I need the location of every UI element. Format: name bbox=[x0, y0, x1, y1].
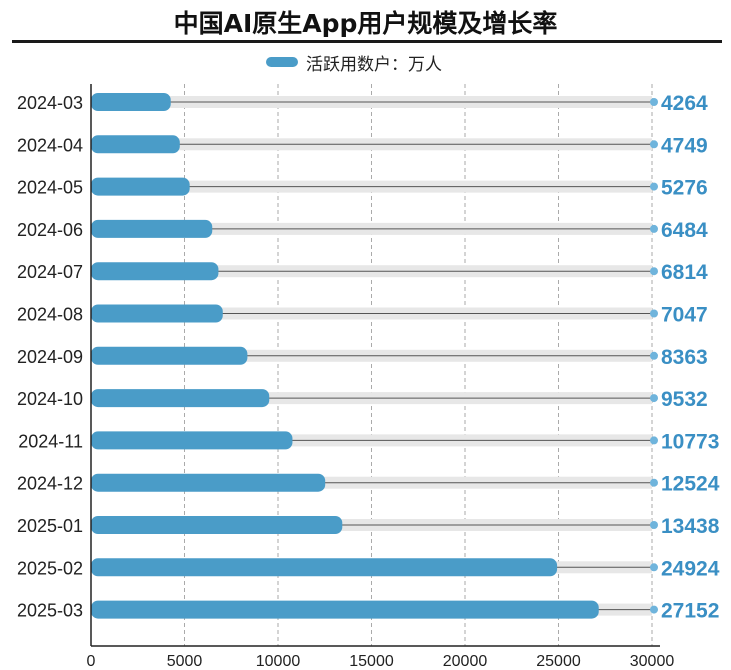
category-label: 2024-08 bbox=[17, 305, 83, 325]
data-label: 10773 bbox=[661, 430, 719, 453]
data-label: 12524 bbox=[661, 473, 720, 496]
legend-swatch bbox=[266, 57, 298, 67]
category-label: 2025-01 bbox=[17, 516, 83, 536]
x-tick-label: 30000 bbox=[630, 653, 675, 670]
category-label: 2024-12 bbox=[17, 474, 83, 494]
bar-end-dot bbox=[650, 605, 658, 614]
bar bbox=[91, 262, 219, 281]
x-tick-label: 20000 bbox=[443, 653, 488, 670]
bar-end-dot bbox=[650, 521, 658, 529]
bar-end-dot bbox=[650, 224, 658, 233]
bar bbox=[91, 135, 180, 154]
bar bbox=[91, 600, 599, 619]
category-label: 2025-02 bbox=[17, 558, 83, 578]
data-label: 5276 bbox=[661, 177, 708, 200]
data-label: 13438 bbox=[661, 515, 720, 538]
data-label: 27152 bbox=[661, 600, 719, 623]
data-label: 4264 bbox=[661, 92, 708, 115]
x-tick-label: 15000 bbox=[349, 653, 394, 670]
legend-label: 活跃用数户：万人 bbox=[306, 54, 442, 75]
category-label: 2024-04 bbox=[17, 135, 83, 155]
bar-end-dot bbox=[650, 436, 658, 445]
x-tick-label: 0 bbox=[87, 653, 96, 670]
bar bbox=[91, 304, 223, 323]
title-rule bbox=[12, 40, 722, 43]
bar-end-dot bbox=[650, 98, 658, 106]
bar bbox=[91, 219, 213, 238]
chart-title: 中国AI原生App用户规模及增长率 bbox=[173, 9, 558, 38]
bar bbox=[91, 431, 293, 450]
bar-end-dot bbox=[650, 140, 658, 149]
legend: 活跃用数户：万人 bbox=[266, 50, 442, 75]
category-label: 2024-07 bbox=[17, 262, 83, 282]
bar-end-dot bbox=[650, 394, 658, 403]
category-label: 2025-03 bbox=[17, 601, 83, 621]
data-label: 7047 bbox=[661, 304, 708, 327]
category-label: 2024-06 bbox=[17, 220, 83, 240]
bar bbox=[91, 516, 343, 534]
data-label: 4749 bbox=[661, 134, 708, 157]
bar bbox=[91, 558, 558, 577]
data-label: 6814 bbox=[661, 261, 708, 284]
x-tick-label: 25000 bbox=[536, 653, 581, 670]
category-label: 2024-09 bbox=[17, 347, 83, 367]
bar-end-dot bbox=[650, 478, 658, 487]
data-label: 6484 bbox=[661, 219, 708, 242]
bar bbox=[91, 389, 270, 408]
bar bbox=[91, 346, 248, 365]
bar-end-dot bbox=[650, 309, 658, 318]
bar bbox=[91, 177, 190, 196]
category-label: 2024-10 bbox=[17, 389, 83, 409]
data-label: 9532 bbox=[661, 388, 708, 411]
data-label: 24924 bbox=[661, 557, 720, 580]
category-label: 2024-05 bbox=[17, 178, 83, 198]
x-tick-label: 10000 bbox=[256, 653, 301, 670]
category-label: 2024-03 bbox=[17, 93, 83, 113]
bar-end-dot bbox=[650, 267, 658, 276]
data-label: 8363 bbox=[661, 346, 708, 369]
bar-end-dot bbox=[650, 351, 658, 360]
category-label: 2024-11 bbox=[18, 431, 83, 451]
x-tick-label: 5000 bbox=[167, 653, 203, 670]
bar-end-dot bbox=[650, 182, 658, 191]
bar bbox=[91, 93, 171, 111]
bar bbox=[91, 473, 326, 492]
bar-end-dot bbox=[650, 563, 658, 572]
